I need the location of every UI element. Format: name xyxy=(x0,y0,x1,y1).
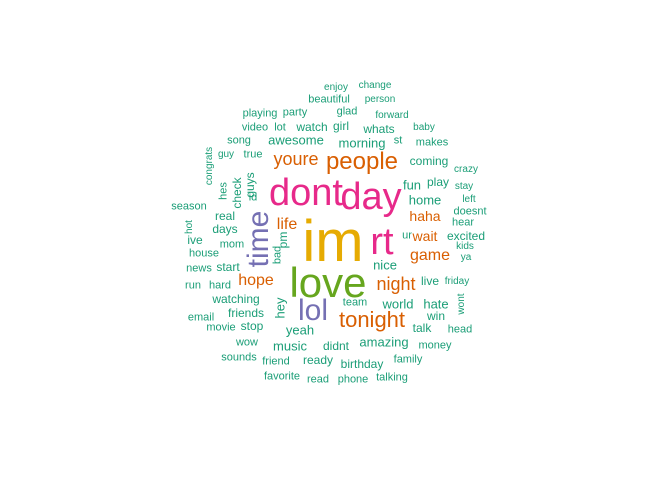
word-awesome: awesome xyxy=(268,132,324,148)
word-house: house xyxy=(189,247,219,260)
word-glad: glad xyxy=(336,105,358,118)
word-beautiful: beautiful xyxy=(308,93,350,106)
word-friends: friends xyxy=(227,306,265,320)
word-live: live xyxy=(420,274,440,288)
word-whats: whats xyxy=(363,122,395,136)
word-change: change xyxy=(358,80,392,91)
word-talking: talking xyxy=(376,371,408,384)
word-hot: hot xyxy=(184,220,195,234)
word-id: id xyxy=(248,191,258,204)
word-stay: stay xyxy=(454,181,474,192)
word-fun: fun xyxy=(402,177,422,193)
word-hear: hear xyxy=(451,216,475,229)
word-guy: guy xyxy=(217,149,235,160)
word-coming: coming xyxy=(409,154,449,168)
word-excited: excited xyxy=(446,229,486,243)
word-music: music xyxy=(273,338,307,354)
word-baby: baby xyxy=(413,122,435,133)
word-wont: wont xyxy=(456,293,467,315)
word-congrats: congrats xyxy=(204,146,215,186)
word-watch: watch xyxy=(296,120,328,134)
word-bad: bad xyxy=(271,245,284,265)
word-talk: talk xyxy=(412,321,432,335)
word-ur: ur xyxy=(402,229,412,242)
word-ya: ya xyxy=(460,252,472,263)
word-kids: kids xyxy=(456,241,474,252)
word-ready: ready xyxy=(302,353,334,367)
word-run: run xyxy=(185,279,201,292)
word-rt: rt xyxy=(370,221,394,263)
word-team: team xyxy=(342,296,368,309)
word-game: game xyxy=(409,247,451,264)
word-play: play xyxy=(426,175,450,189)
word-check: check xyxy=(230,177,244,209)
word-home: home xyxy=(408,192,442,208)
word-sounds: sounds xyxy=(221,351,257,364)
word-hard: hard xyxy=(208,279,232,292)
word-people: people xyxy=(325,148,399,175)
word-money: money xyxy=(418,339,452,352)
word-hey: hey xyxy=(272,297,288,319)
word-person: person xyxy=(364,94,396,105)
word-email: email xyxy=(187,311,215,324)
word-favorite: favorite xyxy=(263,370,301,383)
word-watching: watching xyxy=(212,292,260,306)
word-haha: haha xyxy=(409,208,441,224)
word-lol: lol xyxy=(297,294,329,327)
word-video: video xyxy=(241,121,269,134)
word-world: world xyxy=(382,296,414,312)
word-girl: girl xyxy=(332,119,350,133)
word-season: season xyxy=(171,200,207,213)
word-youre: youre xyxy=(273,149,319,169)
word-life: life xyxy=(276,216,298,233)
word-movie: movie xyxy=(206,321,236,334)
word-morning: morning xyxy=(338,135,386,151)
word-amazing: amazing xyxy=(359,334,409,350)
word-start: start xyxy=(216,260,240,274)
word-friday: friday xyxy=(444,276,470,287)
word-nice: nice xyxy=(373,257,397,273)
word-hes: hes xyxy=(217,182,230,200)
word-day: day xyxy=(340,176,402,218)
word-playing: playing xyxy=(242,107,278,120)
word-hate: hate xyxy=(423,296,449,312)
word-stop: stop xyxy=(240,319,264,333)
word-friend: friend xyxy=(262,355,290,368)
word-head: head xyxy=(447,323,473,336)
word-mom: mom xyxy=(219,238,245,251)
word-news: news xyxy=(186,262,212,275)
word-party: party xyxy=(282,106,308,119)
word-phone: phone xyxy=(337,373,369,386)
word-hope: hope xyxy=(238,272,274,289)
word-night: night xyxy=(376,274,416,294)
word-forward: forward xyxy=(375,110,409,121)
word-left: left xyxy=(462,194,476,205)
word-enjoy: enjoy xyxy=(324,82,348,93)
word-song: song xyxy=(227,134,251,147)
word-tonight: tonight xyxy=(338,307,406,332)
word-crazy: crazy xyxy=(454,164,478,175)
word-makes: makes xyxy=(415,136,449,149)
word-family: family xyxy=(393,353,423,366)
word-win: win xyxy=(426,309,446,323)
word-birthday: birthday xyxy=(340,357,384,371)
word-days: days xyxy=(212,222,238,236)
word-wait: wait xyxy=(412,228,438,244)
word-time: time xyxy=(242,210,275,268)
word-ive: ive xyxy=(187,233,203,247)
word-st: st xyxy=(393,134,403,147)
word-yeah: yeah xyxy=(285,322,315,338)
word-real: real xyxy=(214,209,236,223)
word-lot: lot xyxy=(274,121,286,134)
word-read: read xyxy=(306,373,330,386)
word-love: love xyxy=(289,259,367,306)
word-doesnt: doesnt xyxy=(453,205,487,218)
word-true: true xyxy=(243,148,263,161)
word-wow: wow xyxy=(235,336,259,349)
word-didnt: didnt xyxy=(322,339,350,353)
word-im: im xyxy=(302,209,364,274)
word-dont: dont xyxy=(269,172,343,214)
